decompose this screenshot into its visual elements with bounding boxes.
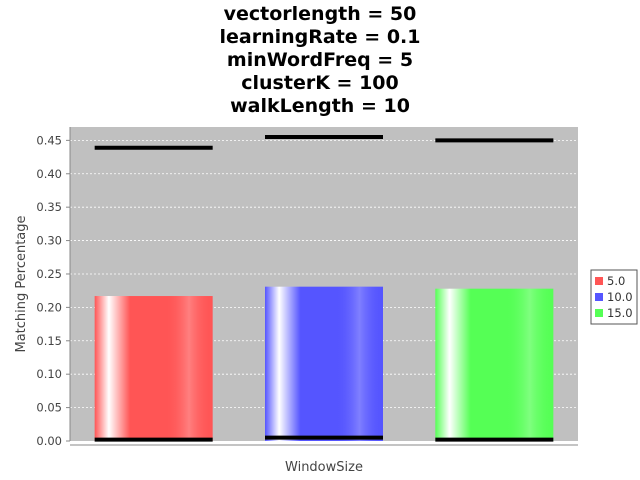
legend-swatch-5.0 (595, 277, 603, 285)
y-axis-ticks: 0.00 0.05 0.10 0.15 0.20 0.25 0.30 0.35 0.40 0.45 (36, 133, 70, 448)
bar-highlight (165, 296, 213, 441)
y-tick-label: 0.35 (36, 200, 62, 214)
legend-swatch-10.0 (595, 293, 603, 301)
legend-label: 5.0 (607, 274, 625, 288)
y-tick-label: 0.20 (36, 300, 62, 314)
legend: 5.0 10.0 15.0 (590, 269, 638, 325)
title-line: learningRate = 0.1 (220, 26, 421, 48)
legend-swatch-15.0 (595, 309, 603, 317)
bars (94, 135, 554, 442)
bar-highlight (335, 286, 383, 441)
y-tick-label: 0.00 (36, 434, 62, 448)
legend-label: 10.0 (607, 290, 633, 304)
y-tick-label: 0.40 (36, 167, 62, 181)
y-tick-label: 0.25 (36, 267, 62, 281)
axes (69, 127, 578, 446)
y-tick-label: 0.10 (36, 367, 62, 381)
y-tick-label: 0.05 (36, 401, 62, 415)
title-line: vectorlength = 50 (224, 3, 417, 25)
title-line: clusterK = 100 (241, 72, 398, 94)
title-line: walkLength = 10 (230, 95, 410, 117)
bar-highlight (506, 288, 554, 441)
legend-label: 15.0 (607, 306, 633, 320)
y-tick-label: 0.45 (36, 133, 62, 147)
y-tick-label: 0.15 (36, 334, 62, 348)
y-tick-label: 0.30 (36, 234, 62, 248)
y-axis-label: Matching Percentage (14, 215, 29, 352)
title-line: minWordFreq = 5 (227, 49, 413, 71)
x-axis-label: WindowSize (285, 460, 363, 475)
